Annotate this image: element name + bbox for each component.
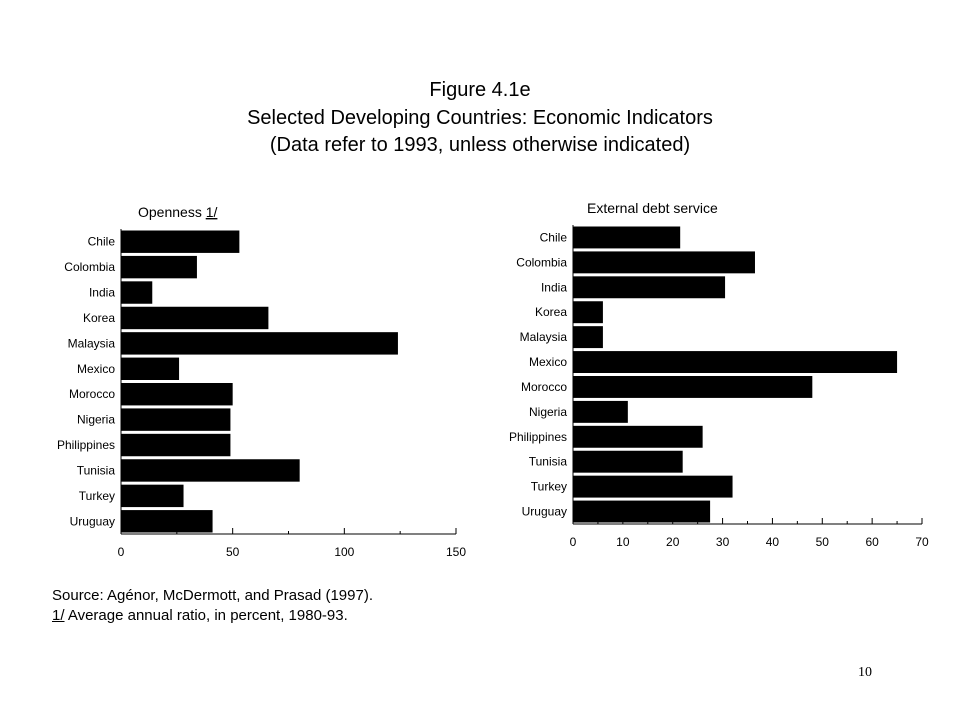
bar-chile [121, 230, 240, 253]
category-label-morocco: Morocco [521, 380, 567, 394]
figure-number: Figure 4.1e [429, 79, 531, 101]
chart-title-text: Openness [138, 204, 202, 220]
openness-chart: Openness 1/Chile Colombia India Korea Malays… [57, 204, 466, 559]
bar-malaysia [121, 332, 398, 355]
bar-nigeria [573, 400, 628, 423]
bar-uruguay [573, 500, 711, 523]
figure-notes: Source: Agénor, McDermott, and Prasad (1… [52, 586, 373, 626]
bar-tunisia [573, 450, 683, 473]
category-label-malaysia: Malaysia [520, 330, 568, 344]
bar-philippines [121, 433, 231, 457]
source-note: Source: Agénor, McDermott, and Prasad (1… [52, 587, 373, 604]
category-label-turkey: Turkey [531, 480, 567, 494]
x-tick-label-10: 10 [616, 535, 630, 549]
category-label-chile: Chile [540, 230, 568, 244]
bar-morocco [121, 383, 233, 406]
chart-title-text: External debt service [587, 200, 718, 216]
category-label-korea: Korea [535, 305, 567, 319]
external-debt-service-chart: External debt service Chile Colombia India K… [509, 200, 929, 549]
x-tick-label-70: 70 [915, 535, 929, 549]
bar-mexico [121, 357, 180, 380]
bar-india [121, 281, 153, 304]
x-tick-label-60: 60 [865, 535, 879, 549]
category-label-colombia: Colombia [64, 260, 115, 274]
category-label-tunisia: Tunisia [77, 463, 116, 477]
bar-morocco [573, 376, 813, 398]
x-tick-label-100: 100 [334, 545, 354, 559]
x-tick-label-30: 30 [716, 535, 730, 549]
figure-title: Selected Developing Countries: Economic … [247, 107, 713, 129]
figure-subtitle: (Data refer to 1993, unless otherwise in… [269, 134, 691, 156]
bar-colombia [573, 251, 755, 274]
footnote-text: Average annual ratio, in percent, 1980-9… [64, 607, 348, 624]
bar-korea [121, 306, 269, 330]
page-number: 10 [858, 665, 872, 680]
bar-korea [573, 301, 603, 324]
chart-title: Openness 1/ [138, 204, 218, 220]
category-label-colombia: Colombia [516, 255, 567, 269]
x-tick-label-0: 0 [570, 535, 577, 549]
category-label-tunisia: Tunisia [529, 455, 568, 469]
category-label-nigeria: Nigeria [529, 405, 567, 419]
bar-tunisia [121, 459, 300, 482]
bar-turkey [573, 475, 733, 498]
category-label-india: India [541, 280, 567, 294]
category-label-malaysia: Malaysia [68, 336, 116, 350]
x-tick-label-0: 0 [118, 545, 125, 559]
chart-title: External debt service [587, 200, 718, 216]
bar-india [573, 276, 726, 299]
category-label-morocco: Morocco [69, 387, 115, 401]
category-label-uruguay: Uruguay [522, 505, 567, 519]
category-label-turkey: Turkey [79, 489, 115, 503]
category-label-korea: Korea [83, 311, 115, 325]
bar-chile [573, 226, 681, 249]
category-label-india: India [89, 286, 115, 300]
category-label-philippines: Philippines [509, 430, 567, 444]
category-label-uruguay: Uruguay [70, 514, 115, 528]
category-label-philippines: Philippines [57, 438, 115, 452]
category-label-mexico: Mexico [529, 355, 567, 369]
bar-turkey [121, 484, 184, 508]
bar-philippines [573, 425, 703, 448]
figure-title-block: Figure 4.1e Selected Developing Countrie… [0, 76, 960, 159]
bar-uruguay [121, 510, 213, 533]
x-tick-label-20: 20 [666, 535, 680, 549]
bar-colombia [121, 255, 197, 279]
bar-nigeria [121, 408, 231, 431]
x-tick-label-50: 50 [816, 535, 830, 549]
chart-title-note: 1/ [206, 204, 218, 220]
x-tick-label-40: 40 [766, 535, 780, 549]
category-label-chile: Chile [88, 235, 116, 249]
bar-mexico [573, 351, 898, 373]
footnote: 1/ Average annual ratio, in percent, 198… [52, 606, 373, 626]
category-label-mexico: Mexico [77, 362, 115, 376]
category-label-nigeria: Nigeria [77, 413, 115, 427]
x-tick-label-50: 50 [226, 545, 240, 559]
footnote-mark: 1/ [52, 607, 65, 624]
x-tick-label-150: 150 [446, 545, 466, 559]
bar-malaysia [573, 326, 603, 349]
